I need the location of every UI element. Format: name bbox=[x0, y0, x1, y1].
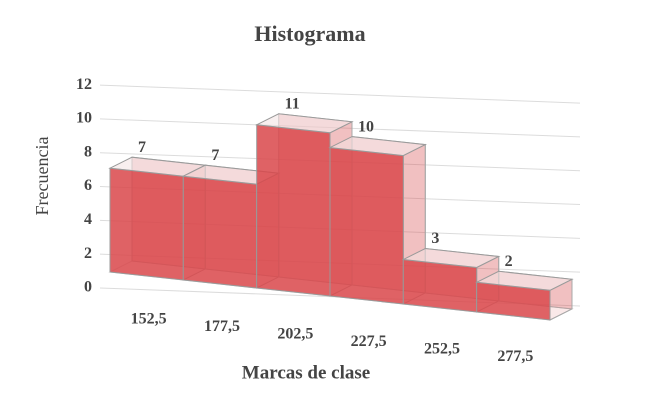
bar-top bbox=[328, 136, 428, 157]
y-tick-label: 8 bbox=[84, 143, 92, 160]
bar bbox=[109, 167, 184, 281]
data-label: 7 bbox=[138, 139, 146, 156]
y-tick-label: 0 bbox=[84, 279, 92, 296]
y-axis-title: Frecuencia bbox=[32, 137, 52, 216]
x-tick-label: 152,5 bbox=[131, 311, 167, 328]
bar bbox=[402, 258, 478, 313]
data-label: 11 bbox=[285, 95, 300, 112]
data-label: 7 bbox=[211, 147, 219, 164]
y-tick-label: 4 bbox=[84, 211, 92, 228]
bar-top bbox=[401, 247, 501, 269]
x-axis-title: Marcas de clase bbox=[242, 362, 370, 383]
data-label: 3 bbox=[431, 230, 439, 247]
grid-line bbox=[99, 84, 581, 104]
bar bbox=[256, 124, 331, 297]
y-tick-label: 2 bbox=[84, 245, 92, 262]
y-tick-label: 10 bbox=[76, 110, 92, 127]
data-label: 10 bbox=[358, 118, 374, 135]
chart-title: Histograma bbox=[254, 21, 365, 46]
bar-top bbox=[254, 113, 354, 134]
x-tick-label: 202,5 bbox=[277, 326, 313, 343]
x-tick-label: 277,5 bbox=[497, 348, 533, 365]
bar bbox=[329, 147, 404, 305]
x-tick-label: 252,5 bbox=[424, 341, 460, 358]
bar-top bbox=[474, 270, 574, 291]
x-tick-label: 227,5 bbox=[351, 333, 387, 350]
data-label: 2 bbox=[505, 253, 513, 270]
x-tick-label: 177,5 bbox=[204, 318, 240, 335]
y-tick-label: 6 bbox=[84, 177, 92, 194]
y-tick-label: 12 bbox=[76, 76, 92, 93]
bar bbox=[182, 175, 258, 289]
